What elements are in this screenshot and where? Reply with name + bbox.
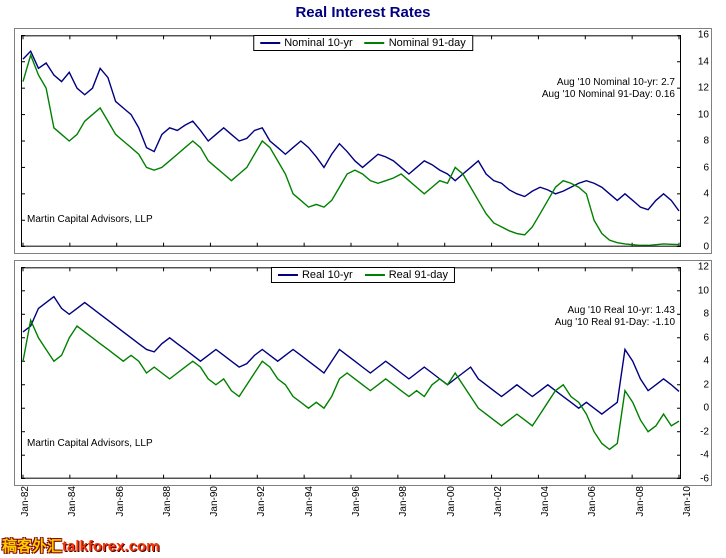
annotation: Aug '10 Real 10-yr: 1.43 Aug '10 Real 91… bbox=[555, 305, 675, 329]
chart-title: Real Interest Rates bbox=[0, 0, 726, 21]
annotation: Aug '10 Nominal 10-yr: 2.7 Aug '10 Nomin… bbox=[542, 77, 675, 101]
watermark: 稿客外汇talkforex.com bbox=[2, 535, 160, 556]
attribution: Martin Capital Advisors, LLP bbox=[27, 214, 153, 225]
page: Real Interest Rates Nominal 10-yr Nomina… bbox=[0, 0, 726, 558]
legend-nominal: Nominal 10-yr Nominal 91-day bbox=[253, 35, 473, 51]
y-axis-real: -6-4-2024681012 bbox=[685, 267, 709, 479]
attribution: Martin Capital Advisors, LLP bbox=[27, 438, 153, 449]
legend-label: Nominal 91-day bbox=[389, 37, 466, 49]
legend-label: Real 10-yr bbox=[302, 269, 353, 281]
y-axis-nominal: 0246810121416 bbox=[685, 35, 709, 247]
panel-real: Real 10-yr Real 91-day -6-4-2024681012 A… bbox=[14, 260, 712, 486]
x-axis: Jan-82Jan-84Jan-86Jan-88Jan-90Jan-92Jan-… bbox=[20, 486, 682, 540]
legend-label: Real 91-day bbox=[389, 269, 448, 281]
legend-label: Nominal 10-yr bbox=[284, 37, 352, 49]
panel-nominal: Nominal 10-yr Nominal 91-day 02468101214… bbox=[14, 28, 712, 254]
legend-real: Real 10-yr Real 91-day bbox=[271, 267, 455, 283]
